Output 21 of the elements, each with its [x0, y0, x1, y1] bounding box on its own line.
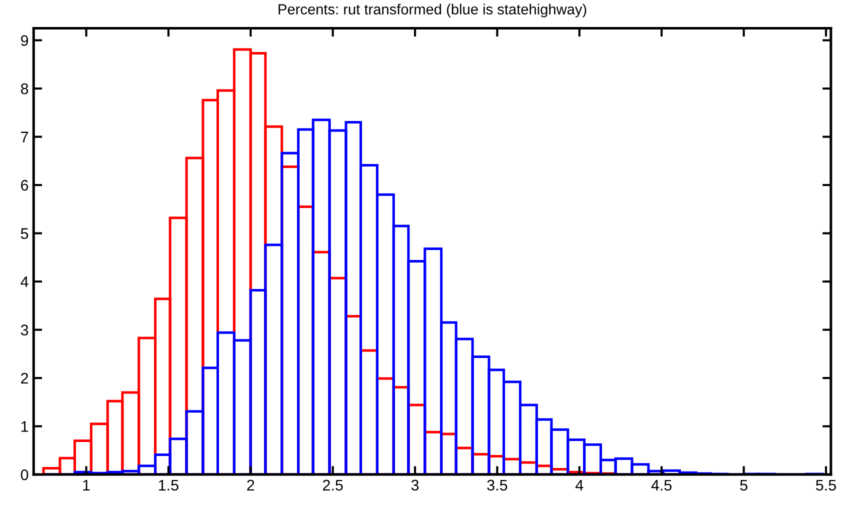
y-tick-label: 6 [21, 180, 28, 191]
x-tick-label: 4 [576, 480, 584, 490]
chart-title: Percents: rut transformed (blue is statehighway) [278, 4, 586, 18]
y-tick-label: 3 [20, 324, 28, 336]
y-tick-label: 5 [20, 228, 28, 239]
y-tick-label: 0 [20, 469, 28, 480]
x-tick-label: 1.5 [158, 480, 178, 491]
x-tick-label: 1 [83, 480, 90, 490]
y-tick-label: 8 [20, 83, 28, 94]
y-tick-label: 7 [21, 132, 28, 142]
x-tick-label: 5.5 [816, 480, 836, 491]
x-tick-label: 4.5 [651, 480, 672, 491]
x-tick-label: 5 [740, 480, 748, 491]
x-tick-label: 2 [247, 480, 254, 490]
y-tick-label: 1 [21, 421, 28, 432]
y-tick-label: 2 [21, 372, 28, 384]
x-tick-label: 3.5 [487, 480, 508, 491]
y-tick-label: 9 [21, 35, 28, 46]
x-tick-label: 3 [411, 480, 419, 491]
y-tick-label: 4 [20, 276, 28, 288]
x-tick-label: 2.5 [322, 480, 343, 491]
